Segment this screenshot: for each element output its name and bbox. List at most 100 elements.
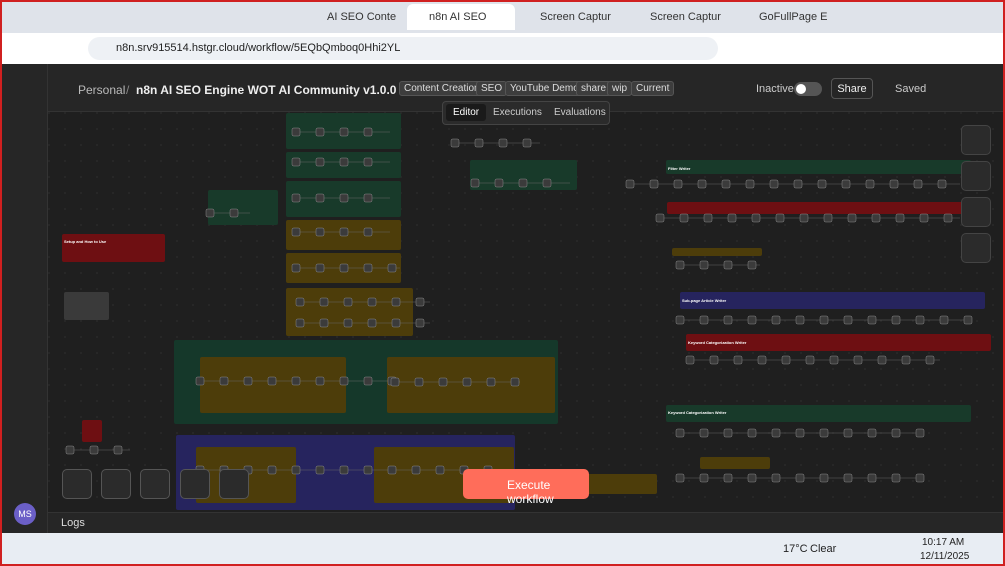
node xyxy=(315,263,325,273)
toggle-knob xyxy=(796,84,806,94)
node xyxy=(699,428,709,438)
node xyxy=(723,428,733,438)
project[interactable]: Personal xyxy=(78,83,126,97)
panel[interactable] xyxy=(961,233,991,263)
node xyxy=(675,428,685,438)
add-node[interactable] xyxy=(961,125,991,155)
workflow-name[interactable]: n8n AI SEO Engine WOT AI Community v1.0.… xyxy=(136,83,440,97)
node xyxy=(819,428,829,438)
fit-view[interactable] xyxy=(62,469,92,499)
node xyxy=(685,355,695,365)
view-tab[interactable]: Evaluations xyxy=(554,107,606,118)
node xyxy=(291,376,301,386)
node xyxy=(843,315,853,325)
node xyxy=(913,179,923,189)
search[interactable] xyxy=(961,161,991,191)
node xyxy=(339,157,349,167)
sticky-title: Keyword Categorization Writer xyxy=(668,410,727,415)
node xyxy=(925,355,935,365)
node xyxy=(867,428,877,438)
node xyxy=(889,179,899,189)
node xyxy=(795,473,805,483)
temperature: 17°C xyxy=(783,543,808,555)
node xyxy=(414,377,424,387)
undo[interactable] xyxy=(180,469,210,499)
node xyxy=(319,297,329,307)
browser-tab-active[interactable]: n8n AI SEO xyxy=(407,4,515,30)
node xyxy=(699,315,709,325)
tag[interactable]: SEO xyxy=(476,81,508,96)
sticky[interactable] xyxy=(961,197,991,227)
node xyxy=(723,260,733,270)
node xyxy=(655,213,665,223)
node xyxy=(339,193,349,203)
tag[interactable]: share xyxy=(576,81,612,96)
node xyxy=(89,445,99,455)
node xyxy=(853,355,863,365)
node xyxy=(363,193,373,203)
node xyxy=(113,445,123,455)
browser-tab[interactable]: AI SEO Conte xyxy=(327,11,397,23)
tag[interactable]: wip xyxy=(607,81,633,96)
node xyxy=(486,377,496,387)
browser-tab[interactable]: GoFullPage E xyxy=(759,11,828,23)
node xyxy=(494,178,504,188)
active-toggle[interactable] xyxy=(794,82,822,96)
logs-bar[interactable] xyxy=(48,512,1005,533)
canvas[interactable]: Filter Writer Sub-page Article Writer Keyw… xyxy=(48,112,1005,512)
node xyxy=(915,315,925,325)
browser-tab[interactable]: Screen Captur xyxy=(650,11,721,23)
avatar[interactable]: MS xyxy=(14,503,36,525)
tag[interactable]: YouTube Demo xyxy=(505,81,584,96)
tag[interactable]: Current xyxy=(631,81,675,96)
node xyxy=(295,297,305,307)
sidebar xyxy=(0,64,48,534)
sticky-title: Sub-page Article Writer xyxy=(682,298,727,303)
node xyxy=(363,376,373,386)
node xyxy=(522,138,532,148)
sticky-note xyxy=(686,334,991,351)
node xyxy=(805,355,815,365)
sticky-note xyxy=(64,292,109,320)
saved: Saved xyxy=(895,83,927,95)
execute-button[interactable]: Execute workflow xyxy=(463,469,589,506)
address-bar[interactable] xyxy=(88,37,718,60)
share-button[interactable]: Share xyxy=(831,78,873,99)
node xyxy=(315,193,325,203)
node xyxy=(747,473,757,483)
node xyxy=(723,315,733,325)
node xyxy=(390,377,400,387)
node xyxy=(387,263,397,273)
tag[interactable]: Content Creation xyxy=(399,81,485,96)
browser-tab[interactable]: Screen Captur xyxy=(540,11,611,23)
view-tab-active[interactable]: Editor xyxy=(446,104,487,121)
node xyxy=(775,213,785,223)
node xyxy=(675,315,685,325)
tidy[interactable] xyxy=(219,469,249,499)
sticky-title: Filter Writer xyxy=(668,166,691,171)
node xyxy=(817,179,827,189)
node xyxy=(267,376,277,386)
sticky-note xyxy=(62,234,165,262)
view-tab[interactable]: Executions xyxy=(493,107,542,118)
node xyxy=(771,428,781,438)
node xyxy=(267,465,277,475)
zoom-out[interactable] xyxy=(140,469,170,499)
node xyxy=(339,127,349,137)
node xyxy=(291,465,301,475)
node xyxy=(727,213,737,223)
node xyxy=(703,213,713,223)
node xyxy=(391,318,401,328)
node xyxy=(363,127,373,137)
node xyxy=(723,473,733,483)
node xyxy=(391,297,401,307)
zoom-in[interactable] xyxy=(101,469,131,499)
sticky-note xyxy=(82,420,102,442)
node xyxy=(963,315,973,325)
node xyxy=(315,227,325,237)
node xyxy=(895,213,905,223)
node xyxy=(462,377,472,387)
node xyxy=(649,179,659,189)
weather: Clear xyxy=(810,543,837,555)
